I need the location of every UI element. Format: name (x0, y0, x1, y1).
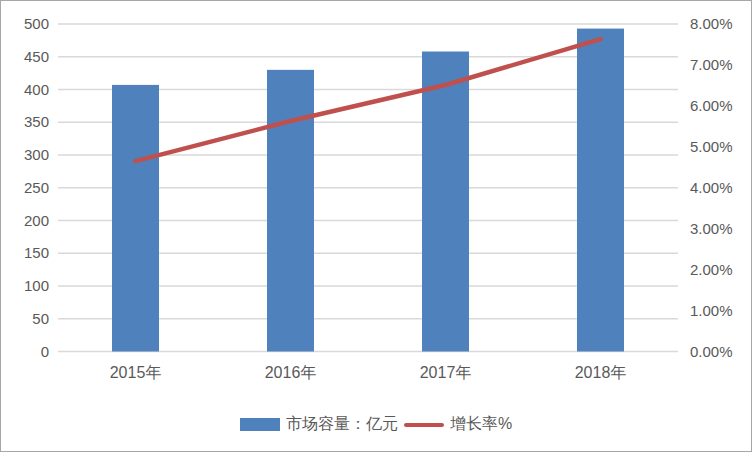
bar-2015年 (112, 85, 159, 352)
bar-2017年 (422, 52, 469, 352)
legend-label-growth-rate: 增长率% (450, 414, 512, 435)
growth-rate-line (136, 39, 601, 161)
chart-canvas: 0 50 100 150 200 250 300 350 400 450 500 0.00% 1.00%… (1, 1, 751, 451)
right-axis-tick-label: 1.00% (690, 302, 733, 319)
left-axis-tick-label: 450 (24, 48, 49, 65)
right-axis-tick-label: 8.00% (690, 15, 733, 32)
x-axis-label-2015年: 2015年 (110, 364, 162, 381)
right-axis-tick-label: 5.00% (690, 138, 733, 155)
left-axis-tick-label: 500 (24, 15, 49, 32)
right-axis-tick-label: 0.00% (690, 343, 733, 360)
left-axis-tick-label: 350 (24, 113, 49, 130)
left-axis-tick-label: 50 (32, 310, 49, 327)
x-axis-label-2018年: 2018年 (575, 364, 627, 381)
x-axis-label-2016年: 2016年 (265, 364, 317, 381)
legend-bar-swatch-icon (240, 418, 280, 431)
left-axis-tick-label: 150 (24, 244, 49, 261)
left-axis-tick-label: 400 (24, 81, 49, 98)
right-axis-tick-label: 3.00% (690, 220, 733, 237)
legend-item-growth-rate: 增长率% (404, 414, 512, 435)
right-axis-tick-label: 7.00% (690, 56, 733, 73)
right-axis-tick-label: 2.00% (690, 261, 733, 278)
right-axis-tick-label: 4.00% (690, 179, 733, 196)
bar-2016年 (267, 70, 314, 352)
legend-item-market-capacity: 市场容量：亿元 (240, 414, 398, 435)
left-axis-tick-label: 200 (24, 212, 49, 229)
bar-2018年 (577, 29, 624, 352)
chart-legend: 市场容量：亿元 增长率% (1, 414, 751, 435)
legend-line-swatch-icon (404, 423, 444, 427)
left-axis-tick-label: 250 (24, 179, 49, 196)
legend-label-market-capacity: 市场容量：亿元 (286, 414, 398, 435)
chart-container: 0 50 100 150 200 250 300 350 400 450 500 0.00% 1.00%… (0, 0, 752, 452)
left-axis-tick-label: 0 (41, 343, 49, 360)
x-axis-label-2017年: 2017年 (420, 364, 472, 381)
left-axis-tick-label: 100 (24, 277, 49, 294)
left-axis-tick-label: 300 (24, 146, 49, 163)
right-axis-tick-label: 6.00% (690, 97, 733, 114)
